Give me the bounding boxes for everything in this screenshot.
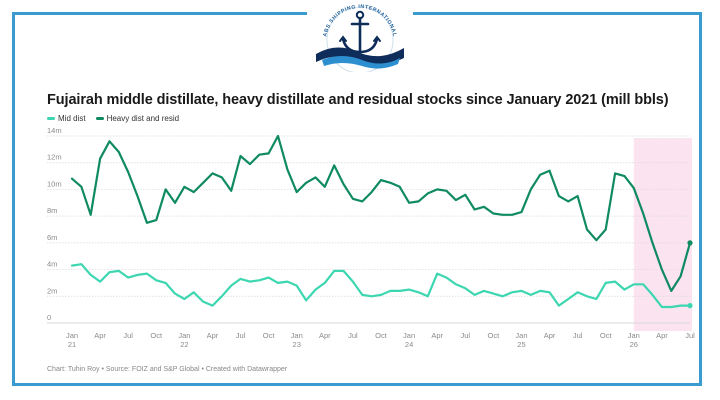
- y-tick-label: 4m: [47, 260, 57, 269]
- y-tick-label: 6m: [47, 233, 57, 242]
- y-tick-label: 12m: [47, 153, 62, 162]
- x-tick-year-label: 25: [517, 340, 525, 349]
- x-tick-label: Jan: [628, 331, 640, 340]
- x-tick-label: Oct: [600, 331, 613, 340]
- x-tick-label: Jul: [573, 331, 583, 340]
- x-tick-label: Jan: [66, 331, 78, 340]
- x-tick-label: Jan: [178, 331, 190, 340]
- x-tick-label: Apr: [656, 331, 668, 340]
- y-tick-label: 2m: [47, 286, 57, 295]
- x-tick-label: Oct: [488, 331, 501, 340]
- x-tick-label: Jan: [515, 331, 527, 340]
- series-line-mid-dist: [70, 263, 692, 309]
- x-tick-label: Oct: [150, 331, 163, 340]
- legend-item-mid-dist: Mid dist: [47, 114, 86, 123]
- highlight-band: [633, 138, 692, 331]
- legend-label-mid-dist: Mid dist: [58, 114, 86, 123]
- legend-swatch-mid-dist: [47, 117, 55, 120]
- x-tick-label: Jul: [236, 331, 246, 340]
- x-tick-label: Apr: [207, 331, 219, 340]
- x-tick-label: Oct: [375, 331, 388, 340]
- x-tick-year-label: 21: [68, 340, 76, 349]
- legend-label-heavy-dist: Heavy dist and resid: [106, 114, 180, 123]
- x-tick-year-label: 22: [180, 340, 188, 349]
- chart-legend: Mid dist Heavy dist and resid: [47, 114, 179, 123]
- chart-source-note: Chart: Tuhin Roy • Source: FOIZ and S&P …: [47, 366, 288, 373]
- x-tick-label: Apr: [431, 331, 443, 340]
- highlight-band-group: [633, 138, 692, 331]
- anchor-icon: [339, 10, 381, 54]
- x-tick-label: Apr: [94, 331, 106, 340]
- x-tick-label: Jul: [348, 331, 358, 340]
- y-tick-label: 0: [47, 313, 51, 322]
- y-tick-label: 10m: [47, 179, 62, 188]
- y-tick-label: 8m: [47, 206, 57, 215]
- x-tick-year-label: 24: [405, 340, 413, 349]
- series-group: [70, 134, 693, 309]
- series-end-point-mid-dist: [687, 303, 693, 309]
- legend-item-heavy-dist: Heavy dist and resid: [95, 114, 180, 123]
- x-tick-label: Jan: [291, 331, 303, 340]
- x-tick-label: Jul: [123, 331, 133, 340]
- series-line-heavy-dist: [70, 134, 692, 292]
- logo-waves: [316, 47, 404, 69]
- x-tick-year-label: 26: [630, 340, 638, 349]
- x-tick-label: Oct: [263, 331, 276, 340]
- x-tick-year-label: 23: [293, 340, 301, 349]
- legend-swatch-heavy-dist: [95, 117, 104, 120]
- x-tick-label: Jan: [403, 331, 415, 340]
- chart-title: Fujairah middle distillate, heavy distil…: [47, 92, 669, 108]
- y-tick-label: 14m: [47, 126, 62, 135]
- x-tick-label: Apr: [319, 331, 331, 340]
- x-tick-label: Jul: [460, 331, 470, 340]
- x-tick-label: Jul: [685, 331, 695, 340]
- company-logo: ABS SHIPPING INTERNATIONAL: [316, 4, 404, 72]
- series-end-point-heavy-dist: [687, 240, 693, 246]
- y-tick-labels-group: 0 2m 4m 6m 8m 10m 12m 14m: [47, 126, 62, 322]
- x-tick-label: Apr: [544, 331, 556, 340]
